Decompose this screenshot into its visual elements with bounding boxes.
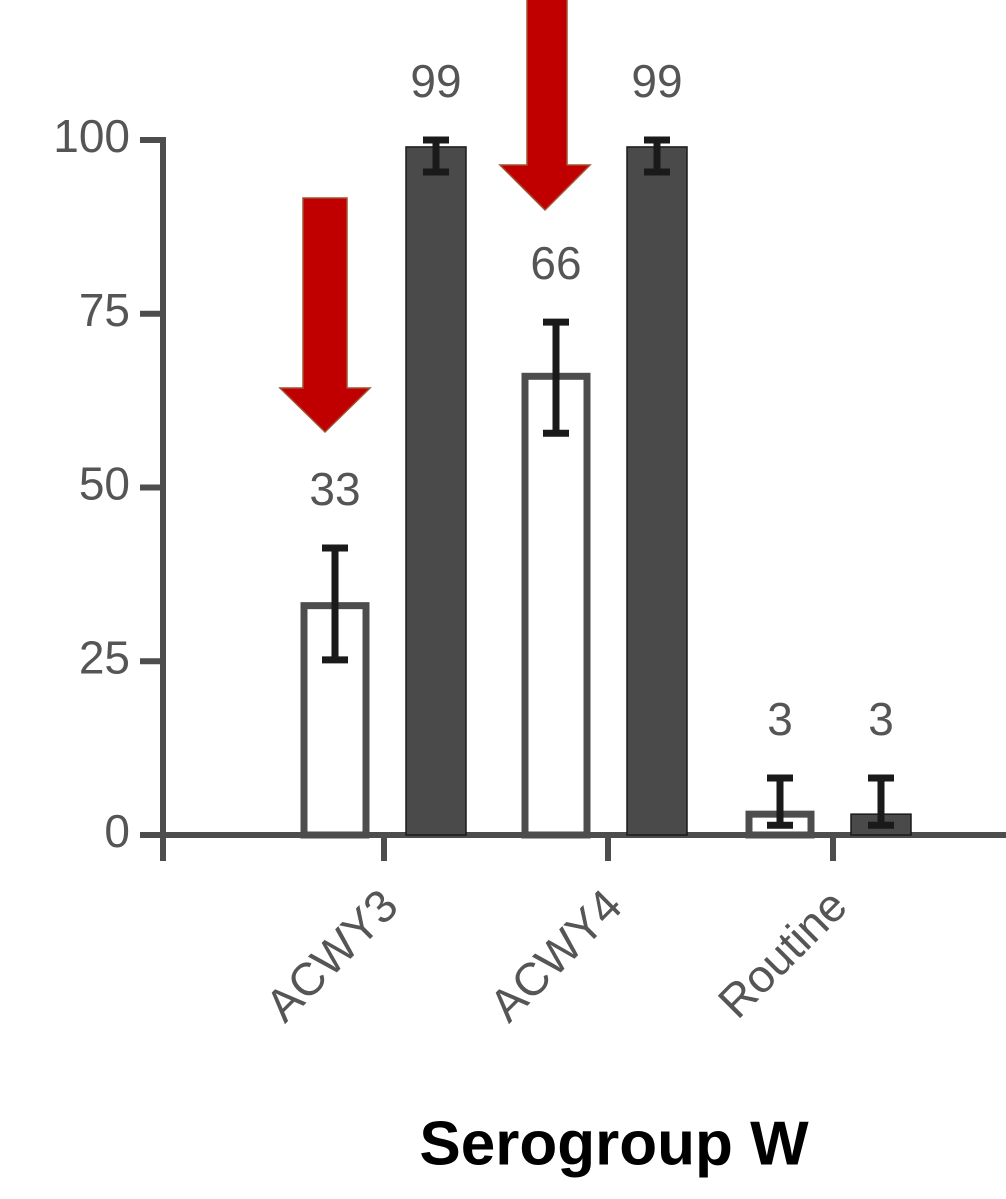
x-tick-label: Routine (708, 879, 857, 1028)
value-label: 3 (868, 693, 894, 745)
y-tick-label: 0 (104, 805, 130, 857)
error-bar (868, 774, 894, 829)
x-tick-label: ACWY4 (479, 879, 631, 1031)
red-arrow (278, 197, 372, 434)
error-bar (767, 774, 793, 829)
y-tick-label: 50 (79, 458, 130, 510)
y-tick-label: 25 (79, 631, 130, 683)
value-label: 99 (631, 55, 682, 107)
error-bar (322, 544, 348, 664)
value-label: 66 (530, 237, 581, 289)
error-bar (423, 136, 449, 176)
y-tick-label: 100 (53, 110, 130, 162)
bar (521, 372, 591, 839)
error-bar (644, 136, 670, 176)
bar (626, 146, 688, 836)
x-tick-label: ACWY3 (255, 879, 407, 1031)
error-bar (543, 318, 569, 437)
value-label: 3 (767, 693, 793, 745)
value-label: 33 (309, 463, 360, 515)
bar (405, 146, 467, 836)
y-tick-label: 75 (79, 284, 130, 336)
value-label: 99 (410, 55, 461, 107)
x-axis-title: Serogroup W (419, 1109, 809, 1178)
red-arrow (498, 0, 592, 212)
annotation-arrows (278, 0, 592, 434)
